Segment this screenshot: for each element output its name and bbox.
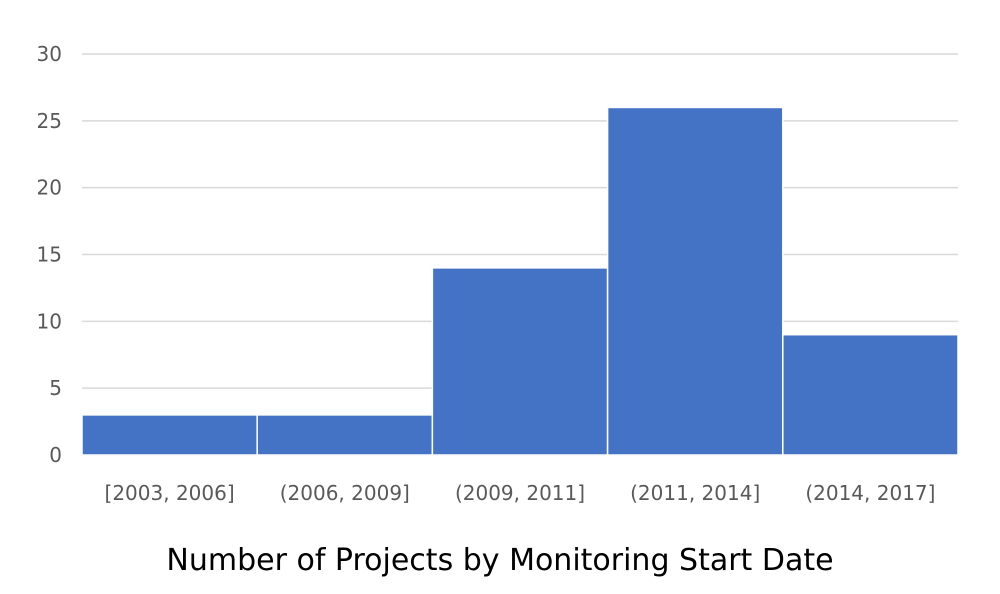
x-category-label: [2003, 2006] xyxy=(105,481,235,505)
bar xyxy=(431,267,609,456)
bar xyxy=(606,106,784,456)
bars xyxy=(81,106,959,456)
y-tick-label: 20 xyxy=(37,176,62,200)
x-category-label: (2006, 2009] xyxy=(280,481,410,505)
y-tick-label: 15 xyxy=(37,243,62,267)
y-tick-label: 5 xyxy=(49,376,62,400)
x-category-label: (2014, 2017] xyxy=(805,481,935,505)
y-tick-label: 30 xyxy=(37,42,62,66)
x-category-label: (2009, 2011] xyxy=(455,481,585,505)
y-tick-label: 25 xyxy=(37,109,62,133)
y-tick-label: 10 xyxy=(37,309,62,333)
chart-title: Number of Projects by Monitoring Start D… xyxy=(166,543,833,578)
y-axis-tick-labels: 0 5 10 15 20 25 30 xyxy=(37,42,62,467)
y-tick-label: 0 xyxy=(49,443,62,467)
x-category-label: (2011, 2014] xyxy=(630,481,760,505)
bar xyxy=(256,414,434,456)
bar xyxy=(782,333,959,456)
bar xyxy=(81,414,258,456)
x-axis-category-labels: [2003, 2006] (2006, 2009] (2009, 2011] (201… xyxy=(105,481,936,505)
